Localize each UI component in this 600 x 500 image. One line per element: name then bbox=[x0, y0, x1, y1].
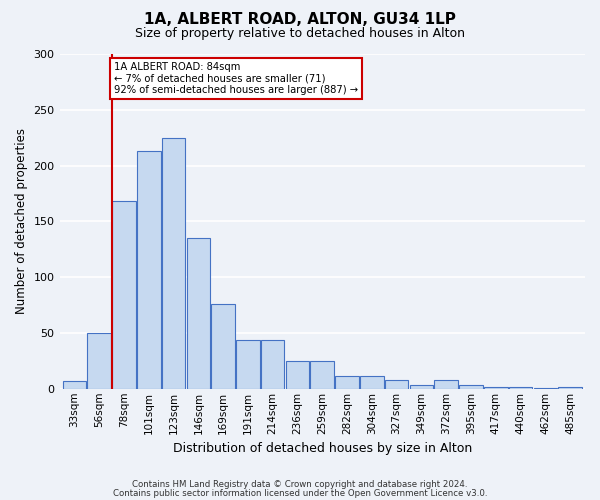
X-axis label: Distribution of detached houses by size in Alton: Distribution of detached houses by size … bbox=[173, 442, 472, 455]
Text: 1A, ALBERT ROAD, ALTON, GU34 1LP: 1A, ALBERT ROAD, ALTON, GU34 1LP bbox=[144, 12, 456, 28]
Bar bbox=[385, 380, 409, 389]
Bar bbox=[112, 202, 136, 389]
Bar bbox=[459, 386, 483, 389]
Bar bbox=[360, 376, 383, 389]
Text: Contains public sector information licensed under the Open Government Licence v3: Contains public sector information licen… bbox=[113, 489, 487, 498]
Bar bbox=[310, 361, 334, 389]
Bar bbox=[286, 361, 309, 389]
Bar bbox=[559, 386, 582, 389]
Bar bbox=[509, 386, 532, 389]
Bar bbox=[434, 380, 458, 389]
Bar bbox=[88, 333, 111, 389]
Text: Size of property relative to detached houses in Alton: Size of property relative to detached ho… bbox=[135, 28, 465, 40]
Bar bbox=[211, 304, 235, 389]
Bar bbox=[187, 238, 210, 389]
Bar bbox=[410, 386, 433, 389]
Bar bbox=[335, 376, 359, 389]
Y-axis label: Number of detached properties: Number of detached properties bbox=[15, 128, 28, 314]
Text: 1A ALBERT ROAD: 84sqm
← 7% of detached houses are smaller (71)
92% of semi-detac: 1A ALBERT ROAD: 84sqm ← 7% of detached h… bbox=[113, 62, 358, 95]
Text: Contains HM Land Registry data © Crown copyright and database right 2024.: Contains HM Land Registry data © Crown c… bbox=[132, 480, 468, 489]
Bar bbox=[62, 381, 86, 389]
Bar bbox=[261, 340, 284, 389]
Bar bbox=[484, 386, 508, 389]
Bar bbox=[533, 388, 557, 389]
Bar bbox=[137, 151, 161, 389]
Bar bbox=[162, 138, 185, 389]
Bar bbox=[236, 340, 260, 389]
